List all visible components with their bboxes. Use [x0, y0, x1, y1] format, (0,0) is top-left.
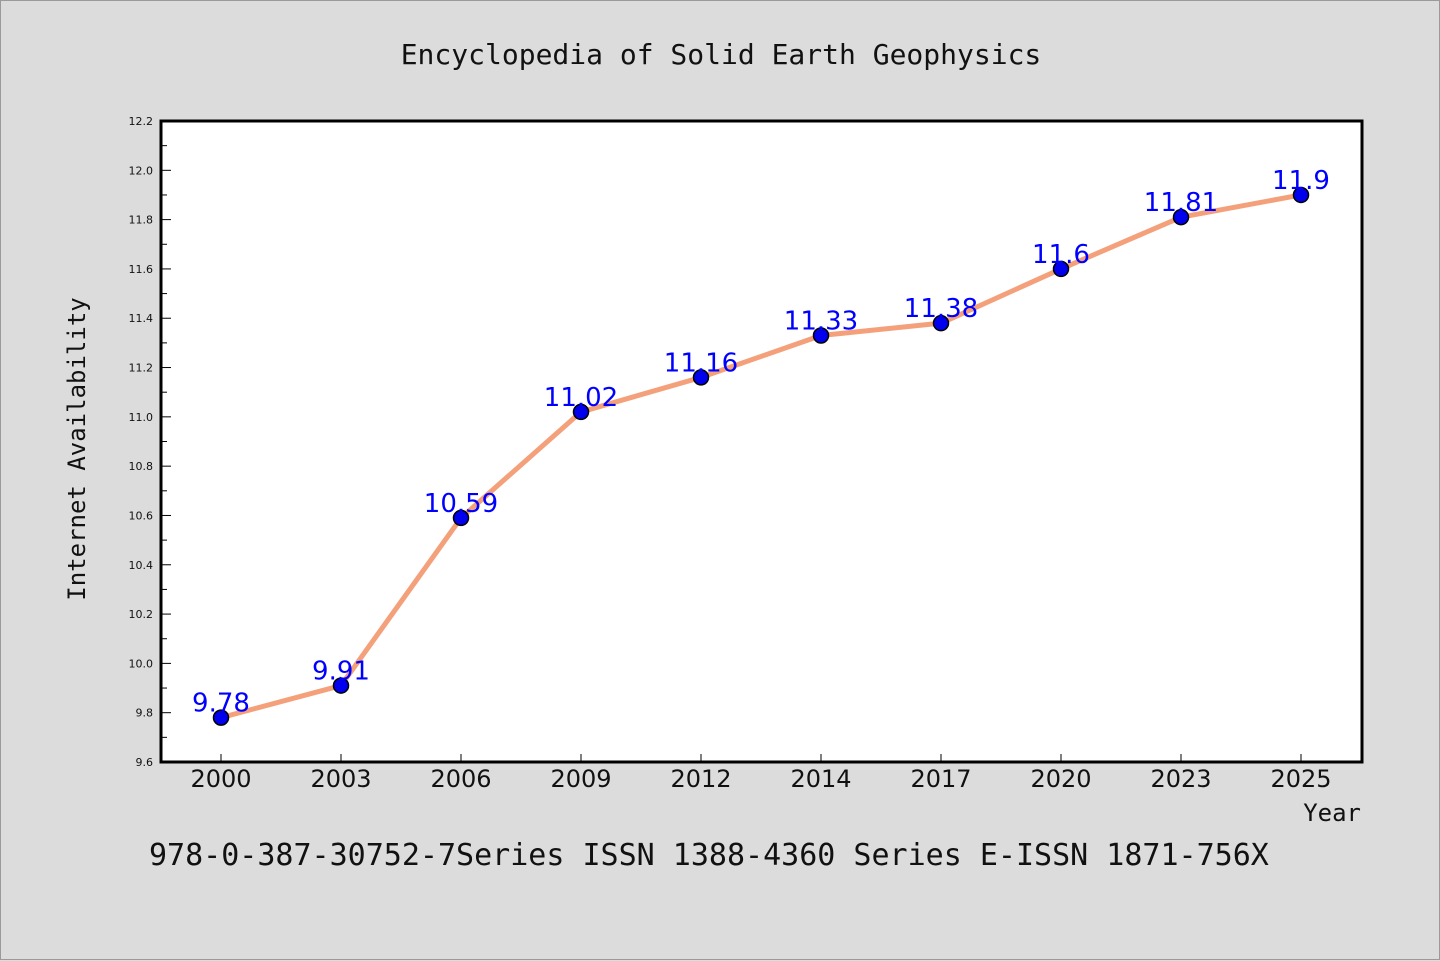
x-tick-label: 2000 [190, 765, 251, 793]
data-point [212, 709, 230, 726]
data-label: 10.59 [424, 489, 498, 519]
footer-isbn-text: 978-0-387-30752-7Series ISSN 1388-4360 S… [149, 838, 1269, 873]
data-label: 9.91 [312, 657, 370, 687]
series-layer: 9.78 9.91 10.59 11.02 11.16 11.33 11.38 11.6 11.… [192, 166, 1330, 726]
series-line [218, 192, 1304, 721]
data-label: 11.6 [1032, 240, 1090, 270]
data-label: 11.81 [1144, 188, 1218, 218]
data-point [1052, 260, 1070, 278]
y-tick-label: 11.4 [129, 312, 154, 325]
data-point [1292, 186, 1310, 204]
x-tick-label: 2025 [1270, 765, 1331, 793]
y-tick-label: 11.0 [129, 411, 154, 424]
x-tick-label: 2009 [550, 765, 611, 793]
y-tick-label: 9.8 [136, 707, 154, 720]
y-tick-label: 12.2 [129, 115, 154, 128]
y-tick-label: 10.0 [129, 657, 154, 670]
y-tick-label: 10.4 [129, 559, 154, 572]
data-point [692, 369, 710, 386]
y-axis-label: Internet Availability [63, 297, 91, 600]
y-tick-label: 11.6 [129, 263, 154, 276]
data-point [572, 403, 590, 421]
data-point [932, 314, 950, 332]
data-point [332, 677, 350, 694]
data-point [1172, 208, 1190, 226]
x-tick-label: 2012 [670, 765, 731, 793]
x-axis: 2000 2003 2006 2009 2012 2014 2017 2020 2023 2025 [190, 754, 1332, 793]
y-tick-label: 11.8 [129, 214, 154, 227]
x-tick-label: 2006 [430, 765, 491, 793]
data-label: 11.02 [544, 383, 618, 413]
data-label: 11.33 [784, 306, 858, 336]
data-label: 11.38 [904, 294, 978, 324]
data-point [452, 509, 470, 527]
y-axis: 9.6 9.8 10.0 10.2 10.4 10.6 10.8 11.0 11.2 11.4 11… [129, 115, 171, 769]
y-tick-label: 10.2 [129, 608, 154, 621]
y-tick-label: 10.6 [129, 509, 154, 522]
x-tick-label: 2003 [310, 765, 371, 793]
x-tick-label: 2020 [1030, 765, 1091, 793]
x-tick-label: 2017 [910, 765, 971, 793]
y-tick-label: 9.6 [136, 756, 154, 769]
y-tick-label: 12.0 [129, 164, 154, 177]
x-axis-label: Year [1303, 799, 1361, 827]
x-tick-label: 2023 [1150, 765, 1211, 793]
data-label: 11.9 [1272, 166, 1330, 196]
y-tick-label: 10.8 [129, 460, 154, 473]
y-tick-label: 11.2 [129, 362, 154, 375]
data-point [812, 327, 830, 344]
chart-title: Encyclopedia of Solid Earth Geophysics [401, 38, 1042, 71]
data-label: 9.78 [192, 689, 250, 719]
x-tick-label: 2014 [790, 765, 851, 793]
data-label: 11.16 [664, 348, 738, 378]
